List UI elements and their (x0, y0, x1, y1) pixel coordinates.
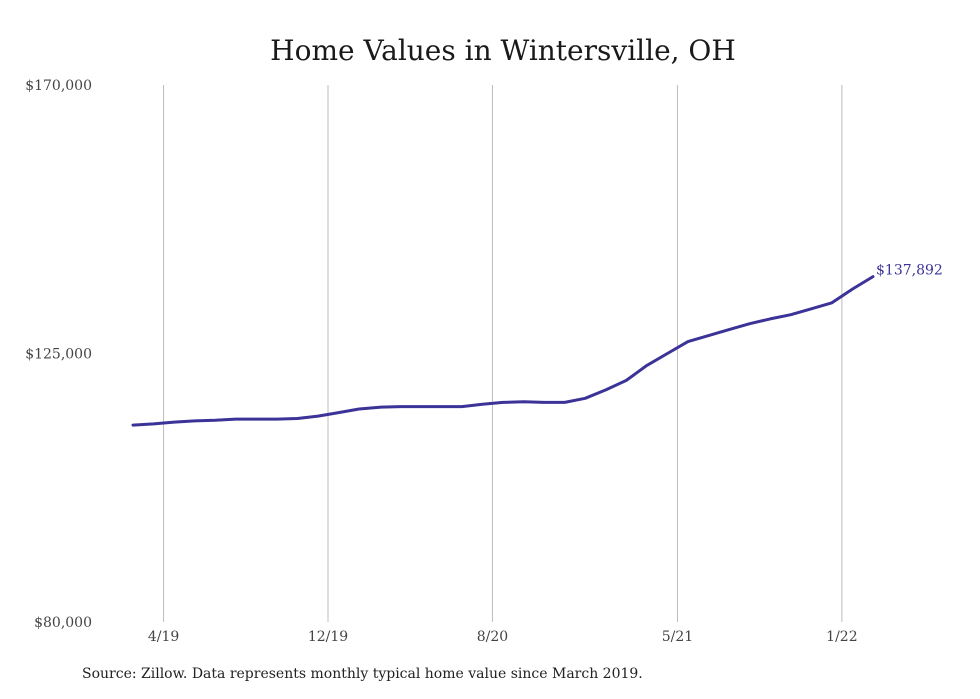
x-tick-label: 1/22 (826, 629, 857, 645)
x-tick-label: 8/20 (477, 629, 508, 645)
y-tick-label: $170,000 (25, 78, 92, 94)
y-axis-ticks: $80,000 $125,000 $170,000 (25, 78, 92, 631)
chart-title: Home Values in Wintersville, OH (270, 34, 736, 67)
x-tick-label: 4/19 (148, 629, 179, 645)
x-axis-ticks: 4/19 12/19 8/20 5/21 1/22 (148, 629, 858, 645)
series-layer: $137,892 (131, 263, 943, 427)
series-line-home-value (131, 275, 875, 427)
end-value-label: $137,892 (876, 263, 943, 279)
x-tick-label: 12/19 (308, 629, 348, 645)
gridlines (163, 85, 843, 622)
y-tick-label: $125,000 (25, 347, 92, 363)
source-note: Source: Zillow. Data represents monthly … (82, 666, 643, 682)
x-tick-label: 5/21 (662, 629, 693, 645)
y-tick-label: $80,000 (34, 615, 92, 631)
